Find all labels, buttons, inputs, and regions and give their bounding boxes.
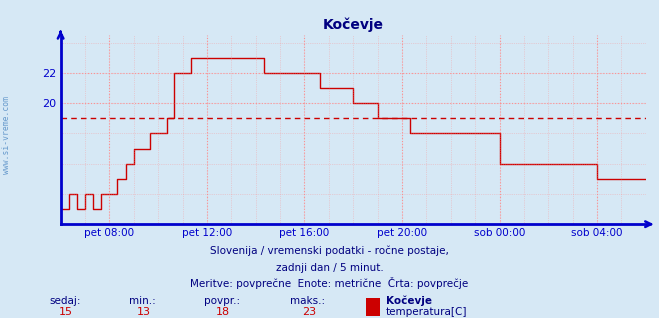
Text: maks.:: maks.: <box>290 296 325 306</box>
Text: 18: 18 <box>215 307 229 317</box>
Text: temperatura[C]: temperatura[C] <box>386 307 467 317</box>
Text: Slovenija / vremenski podatki - ročne postaje,: Slovenija / vremenski podatki - ročne po… <box>210 246 449 256</box>
Title: Kočevje: Kočevje <box>323 18 384 32</box>
Text: www.si-vreme.com: www.si-vreme.com <box>2 96 11 174</box>
Text: povpr.:: povpr.: <box>204 296 241 306</box>
Text: Kočevje: Kočevje <box>386 295 432 306</box>
Text: Meritve: povprečne  Enote: metrične  Črta: povprečje: Meritve: povprečne Enote: metrične Črta:… <box>190 278 469 289</box>
Text: sedaj:: sedaj: <box>49 296 81 306</box>
Text: 15: 15 <box>59 307 73 317</box>
Text: min.:: min.: <box>129 296 156 306</box>
Text: 23: 23 <box>302 307 316 317</box>
Text: zadnji dan / 5 minut.: zadnji dan / 5 minut. <box>275 263 384 273</box>
Text: 13: 13 <box>136 307 150 317</box>
